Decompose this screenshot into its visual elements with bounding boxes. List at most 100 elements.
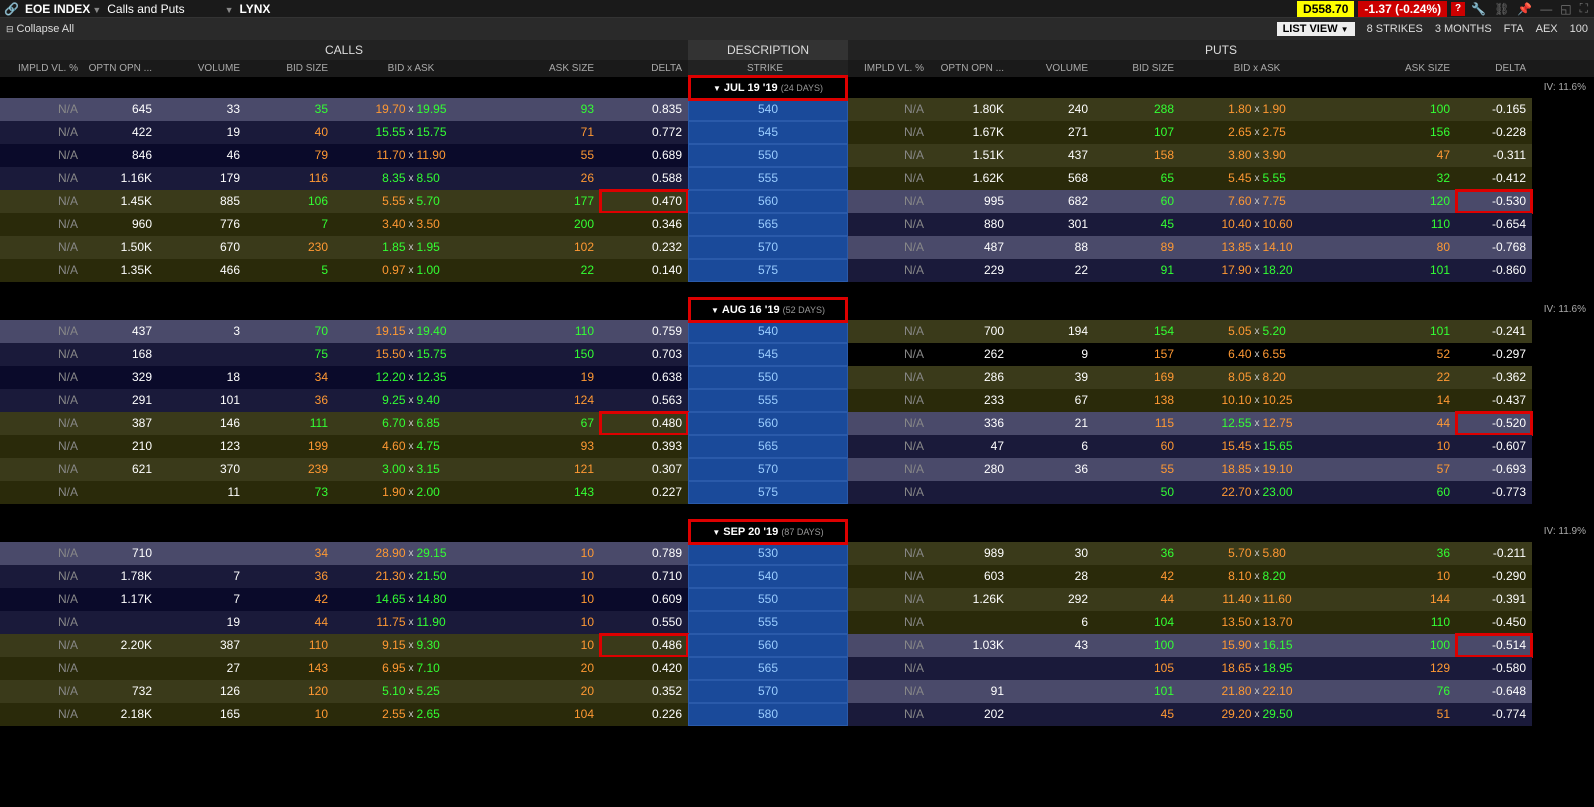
call-delta[interactable]: 0.232 bbox=[600, 236, 688, 259]
put-volume[interactable]: 43 bbox=[1010, 634, 1094, 657]
put-delta[interactable]: -0.774 bbox=[1456, 703, 1532, 726]
call-asksize[interactable]: 93 bbox=[494, 98, 600, 121]
strike[interactable]: 565 bbox=[688, 657, 848, 680]
call-asksize[interactable]: 19 bbox=[494, 366, 600, 389]
call-iv[interactable]: N/A bbox=[0, 389, 84, 412]
call-iv[interactable]: N/A bbox=[0, 343, 84, 366]
put-asksize[interactable]: 76 bbox=[1340, 680, 1456, 703]
put-bidask[interactable]: 5.70x5.80 bbox=[1180, 542, 1340, 565]
call-volume[interactable]: 776 bbox=[158, 213, 246, 236]
put-bidask[interactable]: 10.40x10.60 bbox=[1180, 213, 1340, 236]
put-asksize[interactable]: 100 bbox=[1340, 634, 1456, 657]
put-volume[interactable]: 36 bbox=[1010, 458, 1094, 481]
call-openint[interactable]: 2.20K bbox=[84, 634, 158, 657]
minimize-icon[interactable]: — bbox=[1538, 2, 1554, 16]
put-volume[interactable]: 21 bbox=[1010, 412, 1094, 435]
put-bidask[interactable]: 3.80x3.90 bbox=[1180, 144, 1340, 167]
call-delta[interactable]: 0.563 bbox=[600, 389, 688, 412]
strike[interactable]: 550 bbox=[688, 144, 848, 167]
put-openint[interactable]: 1.80K bbox=[930, 98, 1010, 121]
put-bidask[interactable]: 15.90x16.15 bbox=[1180, 634, 1340, 657]
strike[interactable]: 545 bbox=[688, 121, 848, 144]
put-delta[interactable]: -0.165 bbox=[1456, 98, 1532, 121]
mode-dropdown[interactable]: Calls and Puts▼ bbox=[107, 2, 233, 16]
expiry-label[interactable]: ▼JUL 19 '19 (24 DAYS) bbox=[688, 75, 848, 101]
put-delta[interactable]: -0.773 bbox=[1456, 481, 1532, 504]
call-delta[interactable]: 0.486 bbox=[600, 634, 688, 657]
call-asksize[interactable]: 177 bbox=[494, 190, 600, 213]
help-icon[interactable]: ? bbox=[1451, 2, 1465, 16]
put-asksize[interactable]: 44 bbox=[1340, 412, 1456, 435]
call-bidask[interactable]: 19.15x19.40 bbox=[334, 320, 494, 343]
put-openint[interactable]: 1.03K bbox=[930, 634, 1010, 657]
call-volume[interactable]: 670 bbox=[158, 236, 246, 259]
call-iv[interactable]: N/A bbox=[0, 259, 84, 282]
put-delta[interactable]: -0.297 bbox=[1456, 343, 1532, 366]
call-volume[interactable]: 387 bbox=[158, 634, 246, 657]
call-iv[interactable]: N/A bbox=[0, 98, 84, 121]
call-volume[interactable]: 11 bbox=[158, 481, 246, 504]
put-bidask[interactable]: 6.40x6.55 bbox=[1180, 343, 1340, 366]
strike[interactable]: 550 bbox=[688, 588, 848, 611]
call-bidsize[interactable]: 7 bbox=[246, 213, 334, 236]
put-volume[interactable]: 6 bbox=[1010, 435, 1094, 458]
put-volume[interactable]: 22 bbox=[1010, 259, 1094, 282]
call-delta[interactable]: 0.346 bbox=[600, 213, 688, 236]
put-iv[interactable]: N/A bbox=[848, 98, 930, 121]
put-asksize[interactable]: 52 bbox=[1340, 343, 1456, 366]
call-delta[interactable]: 0.226 bbox=[600, 703, 688, 726]
put-iv[interactable]: N/A bbox=[848, 144, 930, 167]
call-iv[interactable]: N/A bbox=[0, 167, 84, 190]
put-iv[interactable]: N/A bbox=[848, 634, 930, 657]
put-iv[interactable]: N/A bbox=[848, 588, 930, 611]
call-volume[interactable]: 179 bbox=[158, 167, 246, 190]
call-delta[interactable]: 0.689 bbox=[600, 144, 688, 167]
put-iv[interactable]: N/A bbox=[848, 259, 930, 282]
put-bidsize[interactable]: 157 bbox=[1094, 343, 1180, 366]
call-delta[interactable]: 0.772 bbox=[600, 121, 688, 144]
put-asksize[interactable]: 14 bbox=[1340, 389, 1456, 412]
call-openint[interactable]: 437 bbox=[84, 320, 158, 343]
call-iv[interactable]: N/A bbox=[0, 611, 84, 634]
call-volume[interactable] bbox=[158, 542, 246, 565]
put-bidsize[interactable]: 158 bbox=[1094, 144, 1180, 167]
put-openint[interactable]: 336 bbox=[930, 412, 1010, 435]
call-bidask[interactable]: 11.70x11.90 bbox=[334, 144, 494, 167]
call-bidsize[interactable]: 110 bbox=[246, 634, 334, 657]
call-iv[interactable]: N/A bbox=[0, 435, 84, 458]
call-iv[interactable]: N/A bbox=[0, 542, 84, 565]
expiry-header[interactable]: ▼SEP 20 '19 (87 DAYS) IV: 11.9% bbox=[0, 522, 1594, 542]
put-asksize[interactable]: 129 bbox=[1340, 657, 1456, 680]
put-openint[interactable]: 286 bbox=[930, 366, 1010, 389]
put-openint[interactable]: 1.67K bbox=[930, 121, 1010, 144]
put-bidsize[interactable]: 288 bbox=[1094, 98, 1180, 121]
call-bidsize[interactable]: 42 bbox=[246, 588, 334, 611]
put-iv[interactable]: N/A bbox=[848, 190, 930, 213]
call-asksize[interactable]: 10 bbox=[494, 542, 600, 565]
call-volume[interactable]: 370 bbox=[158, 458, 246, 481]
call-bidask[interactable]: 6.95x7.10 bbox=[334, 657, 494, 680]
put-delta[interactable]: -0.520 bbox=[1456, 412, 1532, 435]
call-bidask[interactable]: 14.65x14.80 bbox=[334, 588, 494, 611]
call-bidask[interactable]: 21.30x21.50 bbox=[334, 565, 494, 588]
call-bidask[interactable]: 9.25x9.40 bbox=[334, 389, 494, 412]
put-volume[interactable]: 271 bbox=[1010, 121, 1094, 144]
put-openint[interactable]: 995 bbox=[930, 190, 1010, 213]
put-asksize[interactable]: 100 bbox=[1340, 98, 1456, 121]
call-asksize[interactable]: 93 bbox=[494, 435, 600, 458]
put-iv[interactable]: N/A bbox=[848, 458, 930, 481]
put-asksize[interactable]: 60 bbox=[1340, 481, 1456, 504]
put-asksize[interactable]: 22 bbox=[1340, 366, 1456, 389]
call-openint[interactable]: 210 bbox=[84, 435, 158, 458]
call-openint[interactable]: 621 bbox=[84, 458, 158, 481]
put-delta[interactable]: -0.211 bbox=[1456, 542, 1532, 565]
put-iv[interactable]: N/A bbox=[848, 412, 930, 435]
call-volume[interactable] bbox=[158, 343, 246, 366]
call-bidsize[interactable]: 35 bbox=[246, 98, 334, 121]
put-openint[interactable]: 91 bbox=[930, 680, 1010, 703]
call-iv[interactable]: N/A bbox=[0, 236, 84, 259]
call-iv[interactable]: N/A bbox=[0, 213, 84, 236]
call-bidask[interactable]: 5.55x5.70 bbox=[334, 190, 494, 213]
call-bidsize[interactable]: 239 bbox=[246, 458, 334, 481]
call-openint[interactable]: 1.17K bbox=[84, 588, 158, 611]
